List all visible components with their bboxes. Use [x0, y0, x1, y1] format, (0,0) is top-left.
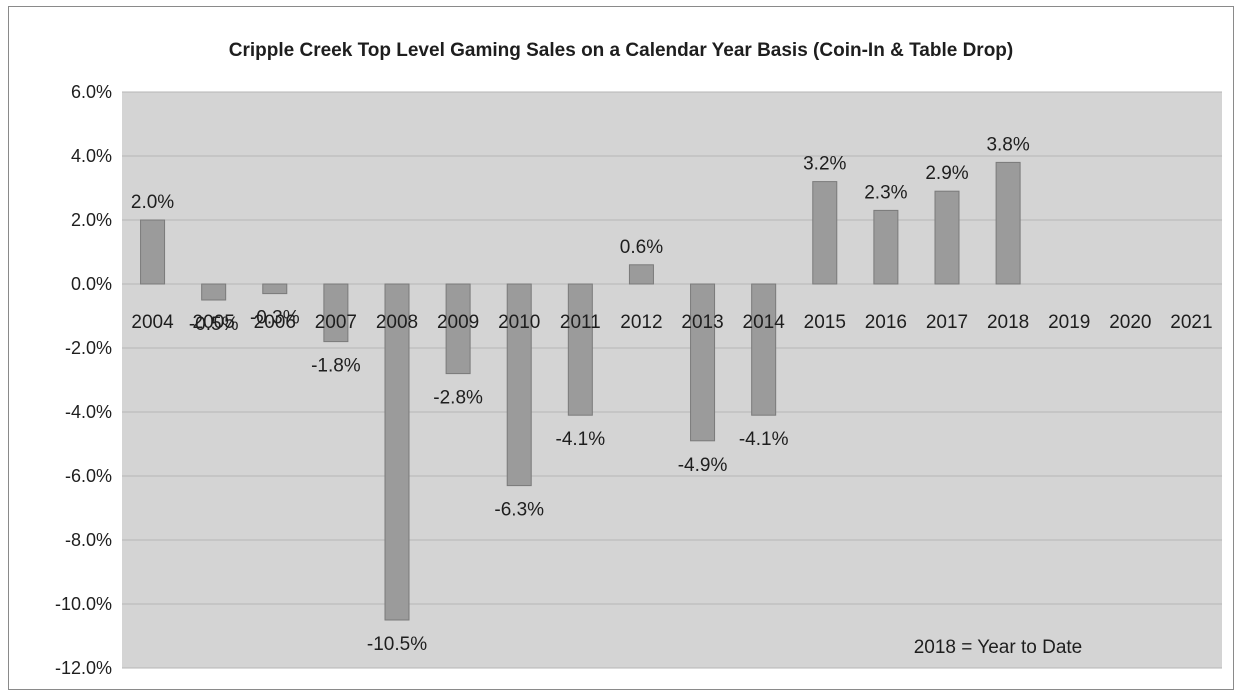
- bar: [873, 209, 899, 285]
- bar: [445, 283, 471, 375]
- plot-area: [122, 92, 1222, 668]
- data-label: -1.8%: [311, 356, 361, 377]
- x-tick-label: 2014: [743, 312, 786, 333]
- x-tick-label: 2020: [1109, 312, 1151, 333]
- data-label: 3.8%: [986, 134, 1029, 155]
- data-label: -4.1%: [739, 429, 789, 450]
- x-tick-label: 2004: [131, 312, 174, 333]
- data-label: 2.3%: [864, 182, 907, 203]
- year-to-date-note: 2018 = Year to Date: [914, 637, 1083, 658]
- bar: [812, 181, 838, 285]
- bar: [384, 283, 410, 621]
- x-axis-labels: 2004 2005 2006 2007 2008 2009 2010 2011 2012 2013…: [131, 312, 1212, 333]
- x-tick-label: 2010: [498, 312, 540, 333]
- x-tick-label: 2021: [1170, 312, 1212, 333]
- data-label: -0.5%: [189, 314, 239, 335]
- data-label: -6.3%: [494, 500, 544, 521]
- x-tick-label: 2019: [1048, 312, 1090, 333]
- x-tick-label: 2005: [193, 312, 235, 333]
- x-tick-label: 2017: [926, 312, 968, 333]
- bar: [262, 283, 288, 295]
- data-label: -10.5%: [367, 634, 427, 655]
- x-tick-label: 2013: [681, 312, 723, 333]
- y-tick-label: -4.0%: [65, 402, 112, 422]
- bar: [506, 283, 532, 487]
- data-labels: 2.0% -0.5% -0.3% -1.8% -10.5% -2.8% -6.3% -4.1%…: [131, 134, 1030, 655]
- bar: [140, 219, 166, 285]
- y-tick-label: 0.0%: [71, 274, 112, 294]
- bar: [628, 264, 654, 285]
- x-tick-label: 2011: [560, 312, 601, 333]
- data-label: 3.2%: [803, 154, 846, 175]
- data-label: 0.6%: [620, 237, 663, 258]
- x-tick-label: 2009: [437, 312, 479, 333]
- x-tick-label: 2016: [865, 312, 907, 333]
- bar: [934, 190, 960, 285]
- bar: [995, 161, 1021, 285]
- bar: [751, 283, 777, 416]
- y-tick-label: -8.0%: [65, 530, 112, 550]
- x-tick-label: 2007: [315, 312, 357, 333]
- y-tick-label: 6.0%: [71, 82, 112, 102]
- y-axis-ticks: 6.0% 4.0% 2.0% 0.0% -2.0% -4.0% -6.0% -8.0% -10.…: [55, 82, 112, 678]
- bar: [567, 283, 593, 416]
- bar: [690, 283, 716, 442]
- y-tick-label: 4.0%: [71, 146, 112, 166]
- x-tick-label: 2006: [254, 312, 296, 333]
- chart-title: Cripple Creek Top Level Gaming Sales on …: [228, 40, 1014, 61]
- data-label: -2.8%: [433, 388, 483, 409]
- x-tick-label: 2015: [804, 312, 846, 333]
- bar: [201, 283, 227, 301]
- data-label: -0.3%: [250, 308, 300, 329]
- gridlines: [122, 91, 1222, 669]
- x-tick-label: 2012: [620, 312, 662, 333]
- y-tick-label: -10.0%: [55, 594, 112, 614]
- y-tick-label: -12.0%: [55, 658, 112, 678]
- data-label: 2.9%: [925, 163, 968, 184]
- x-tick-label: 2008: [376, 312, 418, 333]
- bar: [323, 283, 349, 343]
- data-label: -4.9%: [678, 455, 728, 476]
- data-label: 2.0%: [131, 192, 174, 213]
- y-tick-label: -6.0%: [65, 466, 112, 486]
- y-tick-label: 2.0%: [71, 210, 112, 230]
- data-label: -4.1%: [556, 429, 606, 450]
- x-tick-label: 2018: [987, 312, 1029, 333]
- y-tick-label: -2.0%: [65, 338, 112, 358]
- bars: [140, 161, 1021, 621]
